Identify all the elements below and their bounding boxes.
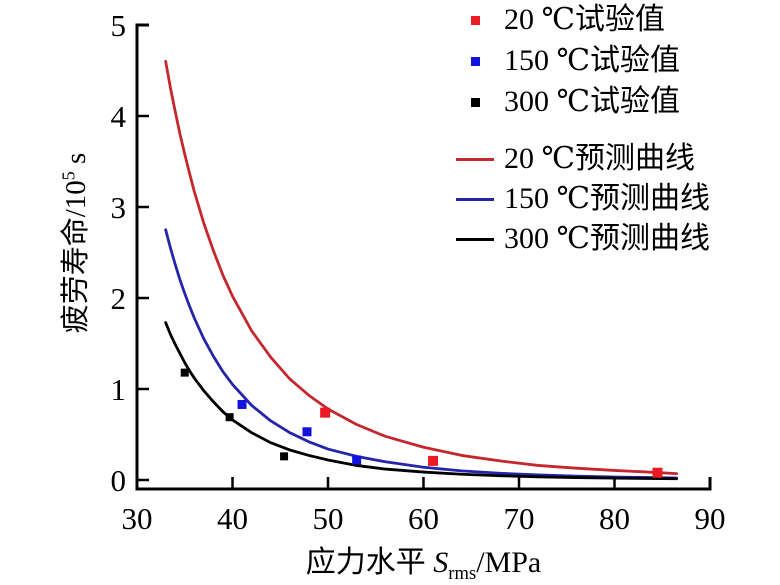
y-tick-label: 4 [111, 99, 127, 134]
x-axis-title-text: 应力水平 [305, 546, 434, 579]
data-point-150 ℃试验值 [237, 399, 247, 409]
legend-label: 20 ℃试验值 [504, 3, 666, 36]
legend-line-marker-150c [456, 197, 494, 201]
y-axis-title: 疲劳寿命/105 s [52, 153, 94, 334]
curve-20 ℃预测曲线 [164, 60, 678, 476]
data-point-300 ℃试验值 [180, 368, 189, 377]
legend-item-20c-test: 20 ℃试验值 [446, 3, 665, 37]
x-tick-label: 50 [313, 501, 344, 536]
y-axis-title-suffix: s [60, 152, 92, 172]
legend-item-20c-curve: 20 ℃预测曲线 [446, 142, 695, 176]
curve-300 ℃预测曲线 [164, 321, 678, 481]
legend-line-marker-300c [456, 237, 494, 241]
data-point-20 ℃试验值 [652, 467, 663, 478]
y-axis-title-sup: 5 [58, 171, 79, 181]
x-tick-label: 80 [599, 501, 630, 536]
y-tick-label: 3 [111, 190, 127, 225]
curve-150 ℃预测曲线 [164, 228, 678, 480]
x-axis-title-sub: rms [448, 563, 477, 584]
legend-label: 300 ℃预测曲线 [504, 222, 711, 255]
y-tick-label: 0 [111, 463, 127, 498]
legend-label: 150 ℃试验值 [504, 44, 681, 77]
legend-line-marker-20c [456, 157, 494, 161]
x-axis-title-suffix: /MPa [476, 546, 542, 579]
legend-square-marker-150c [470, 56, 480, 66]
data-point-20 ℃试验值 [428, 455, 439, 466]
y-axis-title-text: 疲劳寿命/10 [60, 180, 92, 334]
x-tick-label: 60 [408, 501, 439, 536]
axis-spines [135, 23, 712, 491]
legend-label: 300 ℃试验值 [504, 85, 681, 118]
legend-label: 20 ℃预测曲线 [504, 142, 696, 175]
data-point-20 ℃试验值 [320, 407, 331, 418]
x-tick-label: 30 [122, 501, 153, 536]
x-axis-title-var: S [433, 546, 449, 579]
legend-square-marker-20c [470, 15, 480, 25]
legend-item-300c-curve: 300 ℃预测曲线 [446, 222, 710, 256]
data-point-300 ℃试验值 [280, 452, 289, 461]
x-axis-title: 应力水平 Srms/MPa [137, 537, 710, 585]
x-tick-label: 40 [217, 501, 248, 536]
legend-item-150c-test: 150 ℃试验值 [446, 44, 680, 78]
data-point-150 ℃试验值 [302, 427, 312, 437]
legend-item-150c-curve: 150 ℃预测曲线 [446, 182, 710, 216]
y-tick-label: 1 [111, 372, 127, 407]
data-point-150 ℃试验值 [352, 455, 362, 465]
legend-label: 150 ℃预测曲线 [504, 182, 711, 215]
legend-square-marker-300c [470, 97, 480, 107]
x-tick-label: 70 [504, 501, 535, 536]
legend-item-300c-test: 300 ℃试验值 [446, 85, 680, 119]
y-tick-label: 5 [111, 8, 127, 43]
x-tick-label: 90 [695, 501, 726, 536]
y-tick-label: 2 [111, 281, 127, 316]
data-point-300 ℃试验值 [225, 413, 234, 422]
